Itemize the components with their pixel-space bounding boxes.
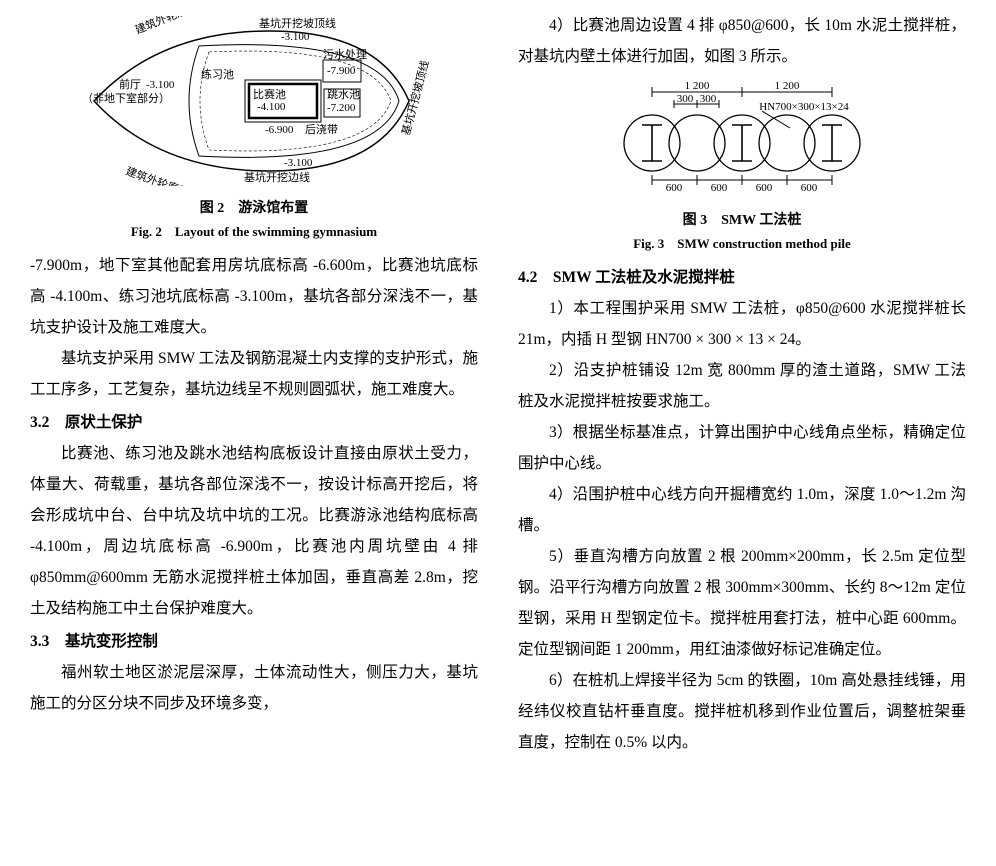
fig2-practice-lvl: -3.100 xyxy=(146,79,175,91)
fig3-dim-1200b: 1 200 xyxy=(775,80,800,92)
figure-2-svg: 建筑外轮廓线 基坑开挖坡顶线 -3.100 建筑外轮廓线 基坑开挖边线 -3.1… xyxy=(79,16,429,186)
fig2-dive-lvl: -7.200 xyxy=(327,102,356,114)
right-p1: 1）本工程围护采用 SMW 工法桩，φ850@600 水泥搅拌桩长 21m，内插… xyxy=(518,293,966,355)
right-column: 4）比赛池周边设置 4 排 φ850@600，长 10m 水泥土搅拌桩，对基坑内… xyxy=(498,0,996,866)
fig3-dim-300a: 300 xyxy=(677,93,694,105)
heading-3-3: 3.3 基坑变形控制 xyxy=(30,626,478,657)
heading-4-2: 4.2 SMW 工法桩及水泥搅拌桩 xyxy=(518,262,966,293)
figure-3-caption-cn: 图 3 SMW 工法桩 xyxy=(518,209,966,229)
fig2-lvl-3100b: -3.100 xyxy=(284,157,313,169)
fig2-sewage: 污水处理 xyxy=(323,48,367,61)
fig2-lvl-3100a: -3.100 xyxy=(281,31,310,43)
left-p4: 福州软土地区淤泥层深厚，土体流动性大，侧压力大，基坑施工的分区分块不同步及环境多… xyxy=(30,657,478,719)
fig2-label-outline-bot: 建筑外轮廓线 xyxy=(124,164,191,186)
figure-3-svg: 1 200 1 200 300 300 HN700×300×13×24 xyxy=(612,78,872,198)
figure-2-caption-cn: 图 2 游泳馆布置 xyxy=(30,197,478,217)
figure-2: 建筑外轮廓线 基坑开挖坡顶线 -3.100 建筑外轮廓线 基坑开挖边线 -3.1… xyxy=(30,16,478,240)
right-p5: 5）垂直沟槽方向放置 2 根 200mm×200mm，长 2.5m 定位型钢。沿… xyxy=(518,541,966,665)
right-p0: 4）比赛池周边设置 4 排 φ850@600，长 10m 水泥土搅拌桩，对基坑内… xyxy=(518,10,966,72)
fig3-600a: 600 xyxy=(666,182,683,194)
figure-2-caption-en: Fig. 2 Layout of the swimming gymnasium xyxy=(30,221,478,240)
fig2-label-pit-top: 基坑开挖坡顶线 xyxy=(259,16,336,30)
fig2-label-outline-top: 建筑外轮廓线 xyxy=(133,16,199,37)
heading-3-2: 3.2 原状土保护 xyxy=(30,407,478,438)
fig2-front-hall: 前厅 xyxy=(119,77,141,91)
figure-3: 1 200 1 200 300 300 HN700×300×13×24 xyxy=(518,78,966,252)
fig3-dim-300b: 300 xyxy=(700,93,717,105)
fig3-600d: 600 xyxy=(801,182,818,194)
fig3-dim-1200a: 1 200 xyxy=(685,80,710,92)
right-p6: 6）在桩机上焊接半径为 5cm 的铁圈，10m 高处悬挂线锤，用经纬仪校直钻杆垂… xyxy=(518,665,966,758)
left-p2: 基坑支护采用 SMW 工法及钢筋混凝土内支撑的支护形式，施工工序多，工艺复杂，基… xyxy=(30,343,478,405)
fig2-backcast: 后浇带 xyxy=(305,123,338,136)
fig3-600b: 600 xyxy=(711,182,728,194)
left-p3: 比赛池、练习池及跳水池结构底板设计直接由原状土受力，体量大、荷载重，基坑各部位深… xyxy=(30,438,478,624)
fig2-dive: 跳水池 xyxy=(327,87,360,101)
fig2-practice: 练习池 xyxy=(201,67,234,81)
left-column: 建筑外轮廓线 基坑开挖坡顶线 -3.100 建筑外轮廓线 基坑开挖边线 -3.1… xyxy=(0,0,498,866)
right-p4: 4）沿围护桩中心线方向开掘槽宽约 1.0m，深度 1.0～1.2m 沟槽。 xyxy=(518,479,966,541)
fig2-right-slope: 基坑开挖坡顶线 xyxy=(398,59,429,137)
fig2-competition-lvl: -4.100 xyxy=(257,101,286,113)
right-p3: 3）根据坐标基准点，计算出围护中心线角点坐标，精确定位围护中心线。 xyxy=(518,417,966,479)
figure-3-caption-en: Fig. 3 SMW construction method pile xyxy=(518,233,966,252)
fig3-hbeam: HN700×300×13×24 xyxy=(759,101,849,113)
fig2-label-pit-side: 基坑开挖边线 xyxy=(244,170,310,184)
fig2-sewage-lvl: -7.900 xyxy=(327,65,356,77)
fig3-600c: 600 xyxy=(756,182,773,194)
right-p2: 2）沿支护桩铺设 12m 宽 800mm 厚的渣土道路，SMW 工法桩及水泥搅拌… xyxy=(518,355,966,417)
fig2-competition: 比赛池 xyxy=(253,87,286,101)
left-p1: -7.900m，地下室其他配套用房坑底标高 -6.600m，比赛池坑底标高 -4… xyxy=(30,250,478,343)
fig2-non-basement: （非地下室部分） xyxy=(82,91,170,105)
fig2-6900: -6.900 xyxy=(265,124,294,136)
